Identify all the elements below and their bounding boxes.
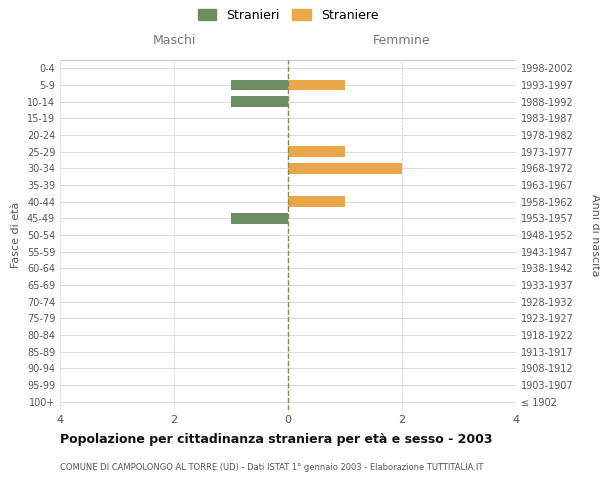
Text: Maschi: Maschi xyxy=(152,34,196,46)
Text: Femmine: Femmine xyxy=(373,34,431,46)
Bar xyxy=(231,80,288,90)
Bar xyxy=(288,80,345,90)
Y-axis label: Anni di nascita: Anni di nascita xyxy=(590,194,600,276)
Bar xyxy=(288,163,402,174)
Bar xyxy=(288,146,345,157)
Text: COMUNE DI CAMPOLONGO AL TORRE (UD) - Dati ISTAT 1° gennaio 2003 - Elaborazione T: COMUNE DI CAMPOLONGO AL TORRE (UD) - Dat… xyxy=(60,462,484,471)
Bar xyxy=(288,196,345,207)
Y-axis label: Fasce di età: Fasce di età xyxy=(11,202,21,268)
Bar xyxy=(231,96,288,107)
Text: Popolazione per cittadinanza straniera per età e sesso - 2003: Popolazione per cittadinanza straniera p… xyxy=(60,432,493,446)
Legend: Stranieri, Straniere: Stranieri, Straniere xyxy=(197,8,379,22)
Bar xyxy=(231,213,288,224)
